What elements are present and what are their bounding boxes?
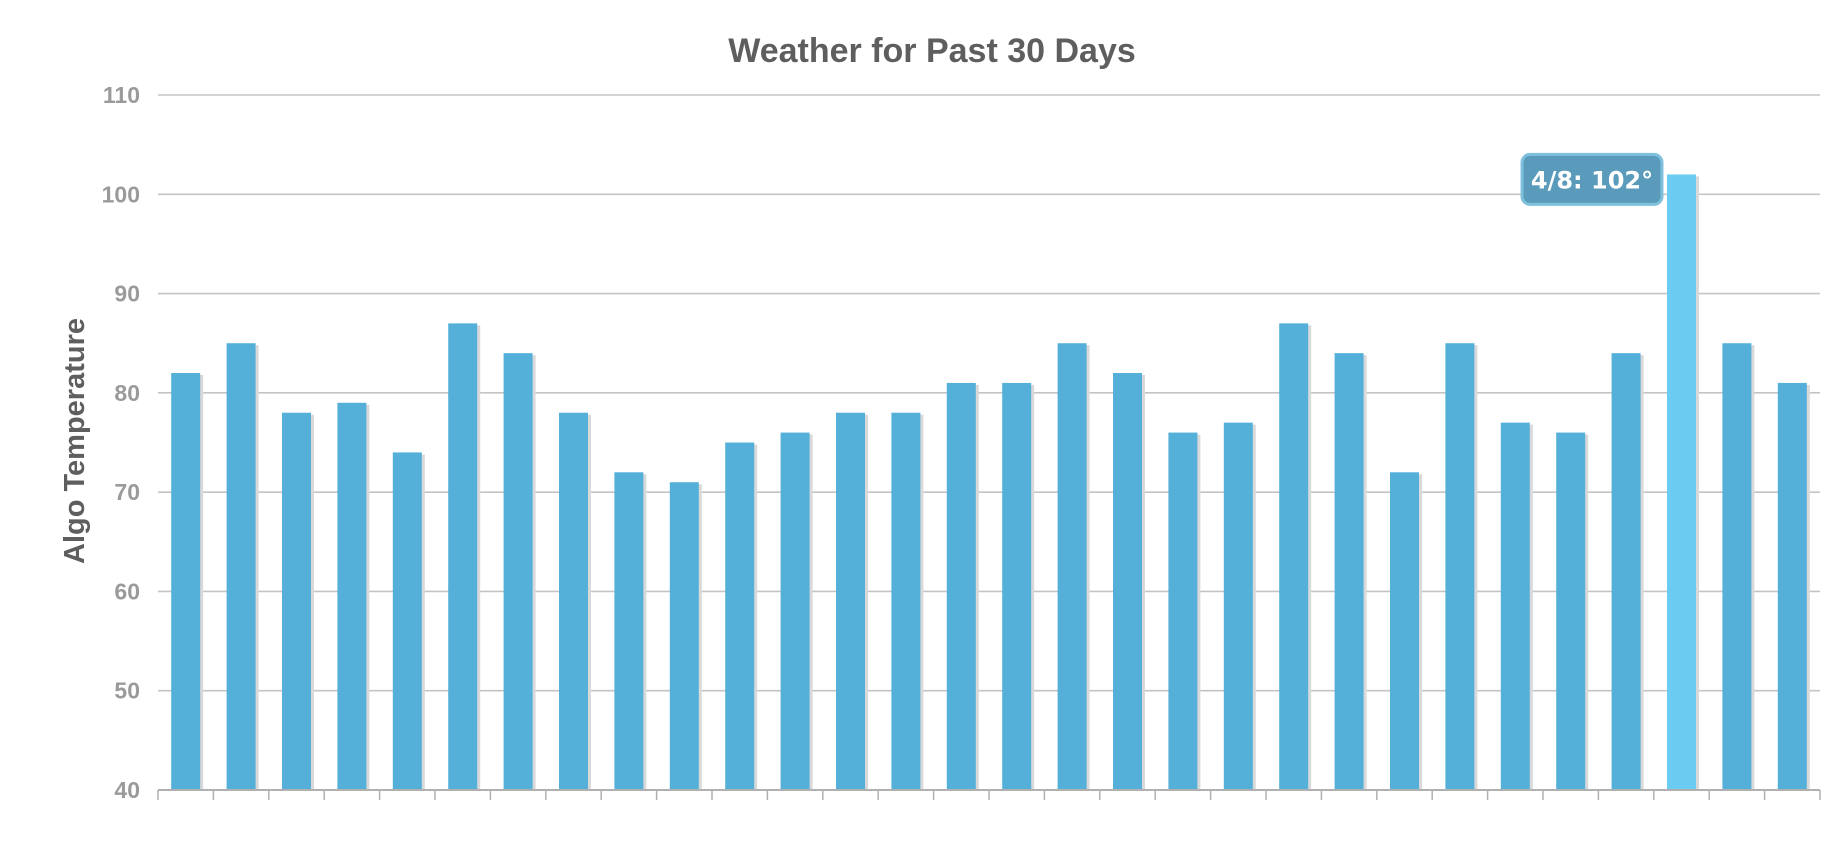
bar[interactable] <box>226 343 256 790</box>
bar[interactable] <box>614 472 644 790</box>
bar[interactable] <box>946 382 976 790</box>
bar[interactable] <box>1390 472 1419 790</box>
y-tick-label: 100 <box>102 181 140 207</box>
bar[interactable] <box>780 432 810 790</box>
bar[interactable] <box>448 323 478 790</box>
bar[interactable] <box>1667 174 1696 790</box>
tooltip-box <box>1520 152 1664 206</box>
bar[interactable] <box>1057 343 1087 790</box>
bar[interactable] <box>669 482 699 790</box>
bar[interactable] <box>392 452 422 790</box>
gridlines <box>158 94 1820 692</box>
bar[interactable] <box>1223 422 1253 790</box>
bar[interactable] <box>503 353 533 790</box>
bars <box>171 174 1810 790</box>
y-tick-label: 50 <box>114 678 140 704</box>
bar[interactable] <box>1168 432 1198 790</box>
bar[interactable] <box>725 442 755 791</box>
bar[interactable] <box>836 412 865 790</box>
bar[interactable] <box>1334 353 1364 790</box>
bar[interactable] <box>1722 343 1752 790</box>
bar[interactable] <box>1445 343 1475 790</box>
bar[interactable] <box>337 402 367 790</box>
y-tick-label: 80 <box>114 380 140 406</box>
bar[interactable] <box>1611 353 1641 790</box>
y-tick-label: 40 <box>114 777 140 803</box>
bar[interactable] <box>559 412 588 790</box>
chart-title: Weather for Past 30 Days <box>728 32 1136 70</box>
y-tick-label: 110 <box>103 82 140 108</box>
y-tick-label: 90 <box>114 281 140 307</box>
y-tick-label: 70 <box>114 479 140 505</box>
bar[interactable] <box>282 412 311 790</box>
bar[interactable] <box>1279 323 1309 790</box>
bar[interactable] <box>1002 382 1032 790</box>
x-axis-ticks <box>157 789 1821 800</box>
bar[interactable] <box>1556 432 1586 790</box>
bar[interactable] <box>1113 373 1142 790</box>
bar[interactable] <box>891 412 921 790</box>
bar[interactable] <box>1500 422 1530 790</box>
bar[interactable] <box>1777 382 1807 790</box>
tooltip: 4/8: 102° <box>1520 152 1664 206</box>
tooltip-text: 4/8: 102° <box>1531 166 1653 194</box>
y-axis-label: Algo Temperature <box>59 318 91 564</box>
bar[interactable] <box>171 373 201 790</box>
y-axis-ticks: 40 50 60 70 80 90 100 110 <box>102 82 140 803</box>
y-tick-label: 60 <box>114 578 140 604</box>
